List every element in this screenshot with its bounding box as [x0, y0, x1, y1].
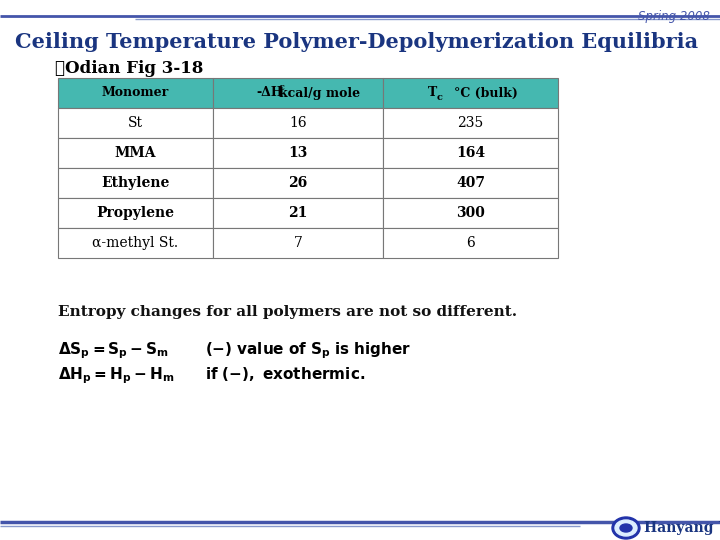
Ellipse shape: [615, 520, 637, 536]
Text: 26: 26: [289, 176, 307, 190]
Text: Propylene: Propylene: [96, 206, 174, 220]
Text: 164: 164: [456, 146, 485, 160]
Text: Spring 2008: Spring 2008: [638, 10, 710, 23]
Bar: [213, 138, 383, 168]
Bar: [383, 78, 558, 108]
Ellipse shape: [612, 517, 640, 539]
Bar: [58, 228, 213, 258]
Text: 407: 407: [456, 176, 485, 190]
Text: Entropy changes for all polymers are not so different.: Entropy changes for all polymers are not…: [58, 305, 517, 319]
Text: $\mathbf{\Delta H_p = H_p - H_m}$: $\mathbf{\Delta H_p = H_p - H_m}$: [58, 365, 174, 386]
Ellipse shape: [620, 524, 632, 532]
Bar: [213, 78, 383, 108]
Text: 13: 13: [288, 146, 307, 160]
Text: α-methyl St.: α-methyl St.: [92, 236, 179, 250]
Text: 16: 16: [289, 116, 307, 130]
Text: $\mathbf{if\ (-),\ exothermic.}$: $\mathbf{if\ (-),\ exothermic.}$: [205, 365, 365, 383]
Bar: [213, 168, 383, 198]
Text: $\mathbf{\Delta S_p = S_p - S_m}$: $\mathbf{\Delta S_p = S_p - S_m}$: [58, 340, 169, 361]
Bar: [383, 198, 558, 228]
Bar: [383, 228, 558, 258]
Bar: [58, 138, 213, 168]
Text: 235: 235: [457, 116, 484, 130]
Text: 300: 300: [456, 206, 485, 220]
Text: St: St: [128, 116, 143, 130]
Bar: [213, 108, 383, 138]
Bar: [58, 198, 213, 228]
Bar: [383, 168, 558, 198]
Text: $\mathbf{(-)}$ $\mathbf{value\ of\ S_p\ is\ higher}$: $\mathbf{(-)}$ $\mathbf{value\ of\ S_p\ …: [205, 340, 411, 361]
Text: kcal/g mole: kcal/g mole: [279, 86, 361, 99]
Text: 7: 7: [294, 236, 302, 250]
Text: ※Odian Fig 3-18: ※Odian Fig 3-18: [55, 60, 203, 77]
Text: 6: 6: [466, 236, 475, 250]
Text: c: c: [436, 92, 442, 102]
Text: c: c: [279, 84, 285, 92]
Bar: [58, 78, 213, 108]
Bar: [58, 168, 213, 198]
Bar: [213, 198, 383, 228]
Bar: [58, 108, 213, 138]
Text: Monomer: Monomer: [102, 86, 169, 99]
Bar: [383, 138, 558, 168]
Text: MMA: MMA: [114, 146, 156, 160]
Text: °C (bulk): °C (bulk): [454, 86, 518, 99]
Text: -ΔH: -ΔH: [256, 86, 284, 99]
Text: T: T: [428, 86, 437, 99]
Text: Ceiling Temperature Polymer-Depolymerization Equilibria: Ceiling Temperature Polymer-Depolymeriza…: [15, 32, 698, 52]
Text: Ethylene: Ethylene: [102, 176, 170, 190]
Bar: [213, 228, 383, 258]
Bar: [383, 108, 558, 138]
Text: 21: 21: [288, 206, 307, 220]
Text: Hanyang Univ: Hanyang Univ: [644, 521, 720, 535]
